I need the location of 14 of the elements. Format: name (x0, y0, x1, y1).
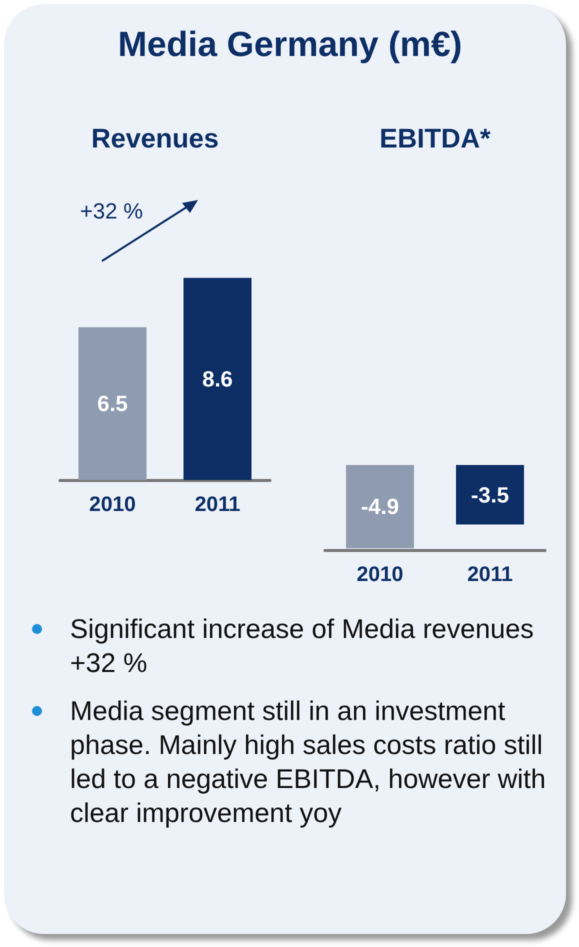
data-label: -4.9 (361, 494, 399, 520)
chart-title: EBITDA* (379, 124, 491, 154)
text: +32 % (80, 198, 143, 224)
data-label: 8.6 (202, 366, 233, 392)
x-tick-label: 2011 (194, 493, 241, 516)
data-label: -3.5 (471, 482, 509, 508)
text: Significant increase of Media revenues +32 % (70, 613, 535, 680)
data-label: 6.5 (97, 391, 128, 416)
text: Media segment still in an investment phase. Mainly high sales costs ratio still led to a negative EBITDA, however with clear improvement yoy (70, 695, 547, 830)
x-tick-label: 2011 (467, 563, 514, 586)
text: Media Germany (m€) (116, 25, 464, 65)
chart-title: Revenues (91, 124, 219, 154)
x-tick-label: 2010 (356, 563, 404, 586)
x-tick-label: 2010 (89, 493, 136, 516)
